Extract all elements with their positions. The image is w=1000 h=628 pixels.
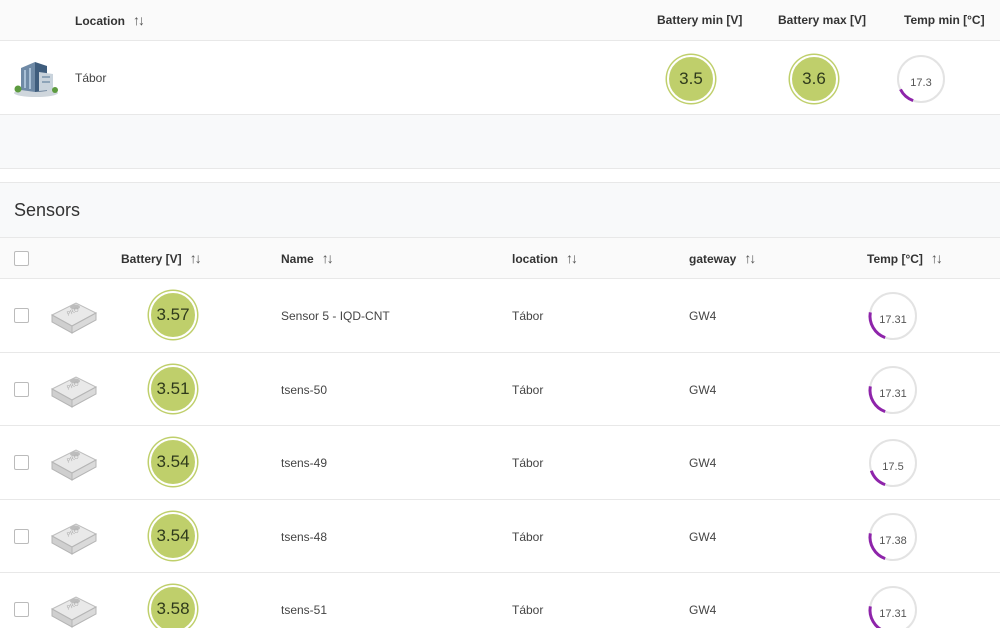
gauge-graphic [868,586,917,628]
sort-arrows-icon[interactable]: ↑↓ [930,250,943,266]
sensors-table-header: Battery [V] ↑↓ Name ↑↓ location ↑↓ gateway ↑… [0,238,1000,279]
temp-gauge: 17.31 [867,364,919,416]
column-header-battery-max: Battery max [V] [778,13,867,27]
sort-arrows-icon[interactable]: ↑↓ [133,12,145,28]
battery-min-badge: 3.5 [667,55,715,103]
sensor-gateway: GW4 [689,529,717,544]
gauge-graphic [897,55,945,103]
sensor-location: Tábor [512,603,544,617]
svg-text:PRO: PRO [66,380,81,392]
table-row[interactable]: PRO 3.58 tsens-51 Tábor GW4 17.31 [0,573,1000,628]
svg-text:PRO: PRO [66,306,81,318]
sort-arrows-icon[interactable]: ↑↓ [566,250,578,266]
sensor-location: Tábor [512,309,544,323]
table-row[interactable]: PRO 3.54 tsens-49 Tábor GW4 17.5 [0,426,1000,500]
temp-value: 17.31 [879,314,907,326]
sensor-device-icon: PRO [50,449,98,481]
table-row[interactable]: PRO 3.54 tsens-48 Tábor GW4 17.38 [0,499,1000,573]
sensor-gateway: GW4 [689,382,717,397]
sensor-name: tsens-49 [281,456,328,470]
sensors-title: Sensors [0,183,1000,238]
sensor-location: Tábor [512,456,544,470]
sensor-location: Tábor [512,382,544,397]
column-header-battery[interactable]: Battery [V] ↑↓ [121,238,202,279]
locations-table: Location ↑↓ Battery min [V] Battery max [… [0,0,1000,169]
column-header-gateway[interactable]: gateway ↑↓ [689,238,756,279]
row-checkbox[interactable] [14,528,29,544]
temp-value: 17.31 [879,608,907,620]
sensors-panel: Sensors Battery [V] ↑↓ Name ↑↓ location ↑↓ … [0,182,1000,628]
gauge-graphic [868,365,917,414]
locations-table-header: Location ↑↓ Battery min [V] Battery max [… [0,0,1000,41]
sensor-location: Tábor [512,529,544,544]
battery-badge: 3.51 [149,364,197,413]
sensor-device-icon: PRO [50,596,98,628]
temp-min-gauge: 17.3 [895,53,947,105]
column-header-temp[interactable]: Temp [°C] ↑↓ [867,238,943,279]
temp-value: 17.38 [879,534,907,547]
table-row[interactable]: PRO 3.51 tsens-50 Tábor GW4 17.31 [0,352,1000,426]
svg-text:PRO: PRO [66,527,81,539]
battery-badge: 3.58 [149,585,197,628]
gauge-arc [868,312,886,340]
svg-text:PRO: PRO [66,600,81,612]
sensors-table-body: PRO 3.57 Sensor 5 - IQD-CNT Tábor GW4 17… [0,279,1000,628]
gauge-arc [868,606,882,628]
sensor-name: tsens-50 [281,382,328,397]
sensor-device-icon: PRO [50,522,98,555]
location-name: Tábor [75,71,107,85]
column-header-temp-min: Temp min [°C] [904,13,985,27]
gauge-arc [899,88,914,103]
row-checkbox[interactable] [14,455,29,470]
temp-gauge: 17.5 [867,437,919,489]
table-row[interactable]: PRO 3.57 Sensor 5 - IQD-CNT Tábor GW4 17… [0,279,1000,353]
temp-value: 17.5 [882,461,904,473]
row-checkbox[interactable] [14,602,29,617]
select-all-checkbox[interactable] [14,251,29,266]
battery-max-badge: 3.6 [790,55,838,103]
sensor-gateway: GW4 [689,456,717,470]
temp-value: 17.31 [879,387,907,400]
sort-arrows-icon[interactable]: ↑↓ [321,250,334,266]
sort-arrows-icon[interactable]: ↑↓ [189,250,202,266]
svg-text:PRO: PRO [66,453,81,465]
sensor-gateway: GW4 [689,309,717,323]
gauge-graphic [868,512,917,561]
building-icon [14,62,58,97]
gauge-arc [868,385,886,413]
battery-badge: 3.54 [149,511,197,560]
row-checkbox[interactable] [14,308,29,323]
column-header-location[interactable]: Location ↑↓ [75,0,145,41]
column-header-location[interactable]: location ↑↓ [512,238,578,279]
temp-gauge: 17.38 [867,511,919,563]
sensor-name: tsens-48 [281,529,328,544]
column-header-name[interactable]: Name ↑↓ [281,238,334,279]
gauge-arc [868,532,886,560]
gauge-track [869,439,917,487]
battery-badge: 3.57 [149,291,197,339]
sort-arrows-icon[interactable]: ↑↓ [744,250,756,266]
sensor-gateway: GW4 [689,603,717,617]
temp-gauge: 17.31 [867,290,919,342]
sensor-device-icon: PRO [50,375,98,408]
row-checkbox[interactable] [14,381,29,397]
locations-table-filler [0,115,1000,169]
temp-min-value: 17.3 [910,77,932,89]
gauge-arc [869,470,886,487]
sensor-device-icon: PRO [50,302,98,334]
gauge-graphic [869,439,917,487]
table-row[interactable]: Tábor 3.5 3.6 17.3 [0,41,1000,115]
gauge-track [897,55,945,103]
sensor-name: tsens-51 [281,603,328,617]
temp-gauge: 17.31 [867,584,919,628]
sensor-name: Sensor 5 - IQD-CNT [281,309,390,323]
battery-badge: 3.54 [149,438,197,486]
gauge-graphic [868,292,917,340]
column-header-battery-min: Battery min [V] [657,13,743,27]
